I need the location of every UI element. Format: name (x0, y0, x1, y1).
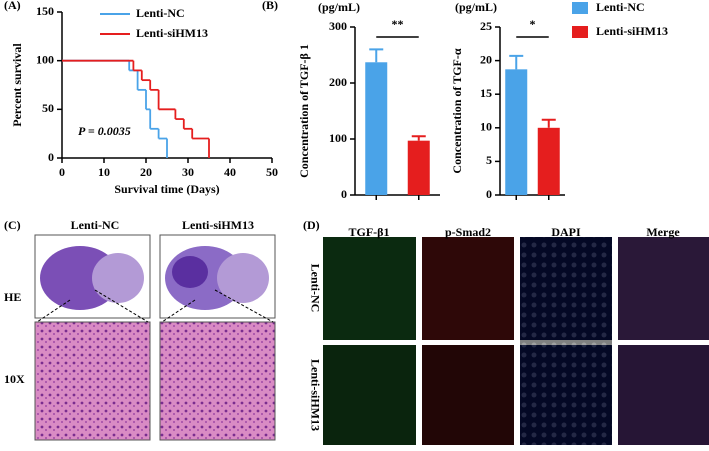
column-label: p-Smad2 (445, 225, 491, 239)
y-tick-label: 25 (480, 19, 492, 33)
column-label: TGF-β1 (349, 225, 390, 239)
row-label: Lenti-siHM13 (308, 359, 322, 431)
panel-d-images (323, 237, 709, 445)
legend-label: Lenti-NC (596, 0, 645, 14)
y-tick-label: 50 (42, 101, 54, 115)
legend-label: Lenti-NC (136, 6, 185, 20)
legend-label: Lenti-siHM13 (596, 24, 668, 38)
legend-swatch (572, 2, 588, 14)
panel-label: (A) (4, 0, 21, 12)
x-tick-label: 20 (140, 165, 152, 179)
error-bar (411, 135, 426, 141)
panel-label: (C) (4, 218, 21, 232)
x-tick-label: 30 (182, 165, 194, 179)
significance: * (530, 17, 536, 31)
error-bar (369, 48, 384, 63)
y-tick-label: 100 (36, 52, 54, 66)
y-tick-label: 10 (480, 120, 492, 134)
unit-label: (pg/mL) (318, 0, 360, 14)
y-tick-label: 20 (480, 52, 492, 66)
x-tick-label: 40 (224, 165, 236, 179)
x-axis-title: Survival time (Days) (114, 182, 219, 196)
y-tick-label: 200 (329, 75, 347, 89)
x-tick-label: 10 (98, 165, 110, 179)
y-tick-label: 100 (329, 131, 347, 145)
y-tick-label: 15 (480, 86, 492, 100)
significance: ** (392, 17, 404, 31)
x-tick-label: 0 (59, 165, 65, 179)
y-tick-label: 5 (486, 153, 492, 167)
legend-label: Lenti-siHM13 (136, 26, 208, 40)
y-tick-label: 0 (486, 187, 492, 201)
column-label: DAPI (551, 225, 581, 239)
y-tick-label: 0 (341, 187, 347, 201)
panel-c-images (34, 234, 276, 441)
y-axis-title: Percent survival (10, 43, 24, 127)
y-tick-label: 150 (36, 4, 54, 18)
column-label: Lenti-NC (71, 218, 120, 232)
error-bar (541, 118, 556, 128)
bar (407, 140, 430, 195)
row-label: 10X (4, 372, 25, 386)
row-label: HE (4, 290, 21, 304)
unit-label: (pg/mL) (455, 0, 497, 14)
column-label: Lenti-siHM13 (182, 218, 254, 232)
bar (505, 69, 528, 195)
bar (537, 127, 560, 195)
x-tick-label: 50 (266, 165, 278, 179)
y-tick-label: 300 (329, 19, 347, 33)
panel-label: (B) (262, 0, 278, 12)
annotation: P = 0.0035 (78, 124, 131, 138)
row-label: Lenti-NC (308, 264, 322, 313)
y-axis-title: Concentration of TGF-β 1 (297, 44, 311, 178)
y-tick-label: 0 (48, 150, 54, 164)
legend-swatch (572, 26, 588, 38)
error-bar (509, 54, 524, 70)
panel-label: (D) (303, 218, 320, 232)
bar (365, 62, 388, 195)
column-label: Merge (646, 225, 680, 239)
y-axis-title: Concentration of TGF-α (450, 48, 464, 173)
